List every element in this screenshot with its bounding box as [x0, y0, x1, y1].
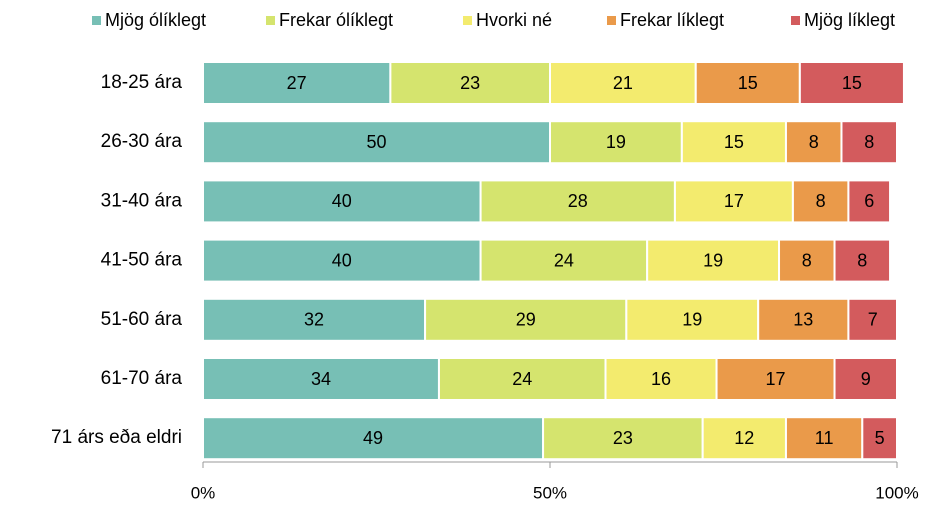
bar-segment	[861, 416, 898, 461]
bar-segment	[424, 297, 628, 342]
legend-swatch	[463, 16, 472, 25]
bar-segment	[479, 238, 649, 283]
data-label: 9	[861, 369, 871, 389]
data-label: 16	[651, 369, 671, 389]
legend-swatch	[266, 16, 275, 25]
bar-segment	[549, 120, 683, 165]
data-label: 7	[868, 310, 878, 330]
legend-label: Frekar líklegt	[620, 10, 724, 30]
x-tick-label: 50%	[533, 483, 567, 502]
x-tick-label: 100%	[875, 483, 918, 502]
y-tick-label: 61-70 ára	[101, 368, 183, 389]
data-label: 40	[332, 191, 352, 211]
bar-segment	[625, 297, 760, 342]
y-tick-label: 71 árs eða eldri	[51, 427, 182, 448]
bar-segment	[778, 238, 836, 283]
bar-segment	[549, 61, 697, 105]
data-label: 34	[311, 369, 331, 389]
bar-segment	[847, 297, 898, 342]
bar-segment	[479, 179, 676, 224]
data-label: 21	[613, 73, 633, 93]
legend-label: Frekar ólíklegt	[279, 10, 393, 30]
x-tick-label: 0%	[191, 483, 216, 502]
data-label: 13	[793, 310, 813, 330]
data-label: 15	[724, 132, 744, 152]
bar-segment	[604, 357, 718, 401]
bar-segment	[202, 120, 551, 165]
data-label: 23	[460, 73, 480, 93]
legend-swatch	[791, 16, 800, 25]
bar-segment	[202, 61, 392, 105]
bar-segment	[798, 61, 905, 105]
data-label: 12	[734, 428, 754, 448]
bar-segment	[784, 120, 843, 165]
data-label: 32	[304, 310, 324, 330]
data-label: 8	[816, 191, 826, 211]
data-label: 11	[815, 428, 834, 448]
y-tick-label: 41-50 ára	[101, 250, 183, 271]
data-label: 8	[809, 132, 819, 152]
data-label: 15	[842, 73, 862, 93]
y-tick-label: 51-60 ára	[101, 309, 183, 330]
data-label: 17	[766, 369, 786, 389]
bar-segment	[833, 357, 898, 401]
bar-segment	[389, 61, 551, 105]
bar-segment	[202, 297, 427, 342]
bar-segment	[202, 416, 545, 461]
y-tick-label: 31-40 ára	[101, 190, 183, 211]
data-label: 28	[568, 191, 588, 211]
data-label: 27	[287, 73, 307, 93]
data-label: 8	[864, 132, 874, 152]
bar-segment	[673, 179, 794, 224]
bar-segment	[847, 179, 892, 224]
data-label: 8	[802, 250, 812, 270]
data-label: 40	[332, 250, 352, 270]
data-label: 5	[875, 428, 885, 448]
legend-label: Mjög líklegt	[804, 10, 895, 30]
legend-swatch	[92, 16, 101, 25]
bar-segment	[202, 238, 482, 283]
legend-label: Mjög ólíklegt	[105, 10, 206, 30]
bar-segment	[840, 120, 898, 165]
bar-segment	[715, 357, 836, 401]
data-label: 17	[724, 191, 744, 211]
y-tick-label: 26-30 ára	[101, 131, 183, 152]
data-label: 6	[864, 191, 874, 211]
data-label: 19	[682, 310, 702, 330]
bar-segment	[437, 357, 607, 401]
bar-segment	[680, 120, 787, 165]
data-label: 19	[606, 132, 626, 152]
data-label: 15	[738, 73, 758, 93]
data-label: 24	[554, 250, 574, 270]
y-tick-label: 18-25 ára	[101, 72, 183, 93]
data-label: 29	[516, 310, 536, 330]
legend-swatch	[607, 16, 616, 25]
data-label: 23	[613, 428, 633, 448]
data-label: 8	[857, 250, 867, 270]
legend-label: Hvorki né	[476, 10, 552, 30]
data-label: 49	[363, 428, 383, 448]
bar-segment	[833, 238, 892, 283]
data-label: 50	[366, 132, 386, 152]
bar-segment	[791, 179, 850, 224]
data-label: 24	[512, 369, 532, 389]
data-label: 19	[703, 250, 723, 270]
bar-segment	[784, 416, 864, 461]
